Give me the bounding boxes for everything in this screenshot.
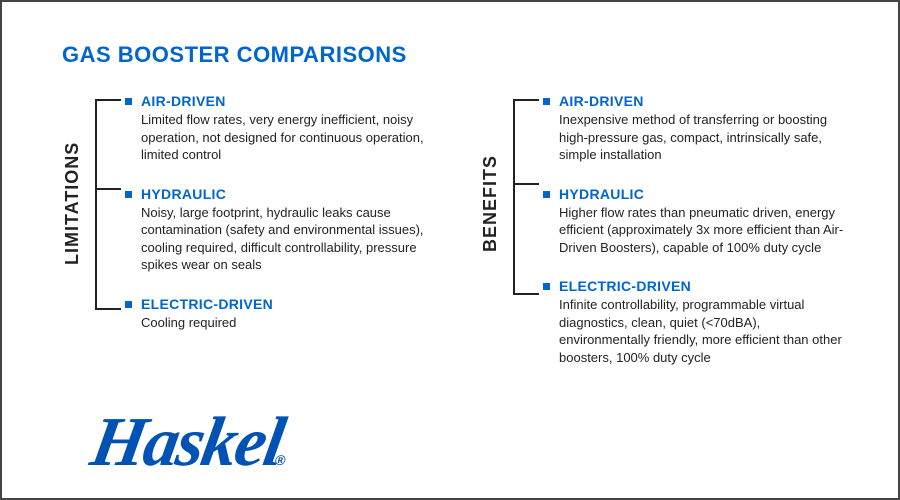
bullet-icon <box>543 98 550 105</box>
item-title: ELECTRIC-DRIVEN <box>141 296 430 312</box>
benefits-items: AIR-DRIVEN Inexpensive method of transfe… <box>543 93 848 366</box>
limitation-item: AIR-DRIVEN Limited flow rates, very ener… <box>125 93 430 164</box>
limitations-label: LIMITATIONS <box>62 93 83 313</box>
comparison-columns: LIMITATIONS AIR-DRIVEN Limited flow rate… <box>62 93 848 366</box>
bullet-icon <box>543 191 550 198</box>
item-desc: Limited flow rates, very energy ineffici… <box>141 111 430 164</box>
registered-icon: ® <box>274 452 285 468</box>
bullet-icon <box>125 98 132 105</box>
item-title: AIR-DRIVEN <box>141 93 430 109</box>
limitation-item: HYDRAULIC Noisy, large footprint, hydrau… <box>125 186 430 274</box>
bullet-icon <box>543 283 550 290</box>
item-desc: Inexpensive method of transferring or bo… <box>559 111 848 164</box>
item-desc: Higher flow rates than pneumatic driven,… <box>559 204 848 257</box>
benefit-item: HYDRAULIC Higher flow rates than pneumat… <box>543 186 848 257</box>
bracket-right <box>507 93 537 366</box>
page-title: GAS BOOSTER COMPARISONS <box>62 42 848 68</box>
item-title: HYDRAULIC <box>141 186 430 202</box>
logo-text: Haskel <box>85 404 289 481</box>
bullet-icon <box>125 301 132 308</box>
limitation-item: ELECTRIC-DRIVEN Cooling required <box>125 296 430 332</box>
haskel-logo: Haskel® <box>85 403 294 483</box>
item-title: HYDRAULIC <box>559 186 848 202</box>
item-desc: Infinite controllability, programmable v… <box>559 296 848 366</box>
item-title: ELECTRIC-DRIVEN <box>559 278 848 294</box>
item-title: AIR-DRIVEN <box>559 93 848 109</box>
benefits-column: BENEFITS AIR-DRIVEN Inexpensive method o… <box>480 93 848 366</box>
limitations-column: LIMITATIONS AIR-DRIVEN Limited flow rate… <box>62 93 430 366</box>
benefits-label: BENEFITS <box>480 93 501 313</box>
bullet-icon <box>125 191 132 198</box>
bracket-left <box>89 93 119 366</box>
item-desc: Noisy, large footprint, hydraulic leaks … <box>141 204 430 274</box>
item-desc: Cooling required <box>141 314 430 332</box>
limitations-items: AIR-DRIVEN Limited flow rates, very ener… <box>125 93 430 366</box>
benefit-item: AIR-DRIVEN Inexpensive method of transfe… <box>543 93 848 164</box>
benefit-item: ELECTRIC-DRIVEN Infinite controllability… <box>543 278 848 366</box>
